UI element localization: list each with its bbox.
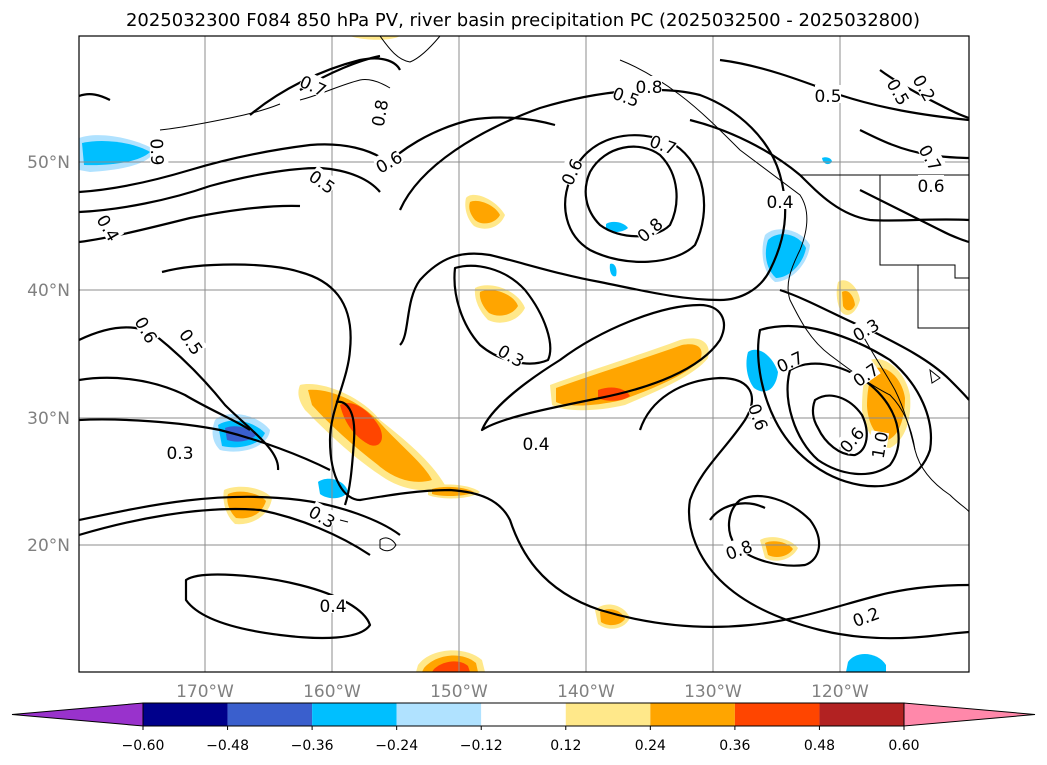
longitude-label: 130°W xyxy=(684,682,742,702)
colorbar-extend-high xyxy=(903,702,1036,727)
colorbar-tick-label: 0.36 xyxy=(719,738,750,754)
longitude-label: 120°W xyxy=(811,682,869,702)
colorbar-segment xyxy=(565,703,651,726)
contour-label-bg xyxy=(767,191,793,209)
contour-label: 1.0 xyxy=(869,430,893,460)
contour-label-bg xyxy=(746,401,773,432)
contour-label: 0.8 xyxy=(369,98,393,128)
longitude-label: 160°W xyxy=(303,682,361,702)
colorbar-segment xyxy=(396,703,482,726)
colorbar-tick-label: 0.24 xyxy=(635,738,666,754)
colorbar-segment xyxy=(650,703,735,726)
contour-label-bg xyxy=(885,75,915,107)
graticule xyxy=(79,36,969,672)
contour-label: 0.5 xyxy=(814,87,841,107)
longitude-label: 140°W xyxy=(557,682,615,702)
contour-label: 0.4 xyxy=(522,435,549,455)
contour-label-bg xyxy=(911,71,941,103)
colorbar-tick-label: −0.48 xyxy=(206,738,249,754)
shading-positive xyxy=(600,609,625,626)
latitude-label: 50°N xyxy=(27,153,70,173)
colorbar: −0.60 −0.48 −0.36 −0.24 −0.12 0.12 0.24 0.36 0.4… xyxy=(11,702,1036,754)
shading-positive xyxy=(842,290,855,311)
contour-label-bg xyxy=(307,500,339,530)
contour-label-bg xyxy=(133,313,163,345)
contour-label: 0.9 xyxy=(146,138,167,166)
contour-label-bg xyxy=(917,141,947,173)
contour-label: 0.3 xyxy=(166,444,193,464)
colorbar-segment xyxy=(819,703,904,726)
contour-label-bg xyxy=(835,422,866,455)
shading-negative xyxy=(746,349,778,392)
contour-label-bg xyxy=(918,175,944,193)
colorbar-segment xyxy=(312,703,397,726)
contour-label-bg xyxy=(632,213,665,244)
contour-label-bg xyxy=(372,145,404,175)
latitude-label: 30°N xyxy=(27,409,70,429)
contour-label-bg xyxy=(611,82,642,109)
colorbar-tick-label: −0.24 xyxy=(375,738,418,754)
contour-label-bg xyxy=(307,165,339,196)
shading-positive xyxy=(432,661,470,672)
colorbar-tick-label: −0.60 xyxy=(122,738,165,754)
contour-label-bg xyxy=(298,70,330,98)
contour-label-bg xyxy=(773,346,805,374)
shading-negative xyxy=(609,263,617,277)
longitude-axis: 170°W 160°W 150°W 140°W 130°W 120°W xyxy=(176,682,869,702)
coastlines xyxy=(159,36,969,552)
contour-label-bg xyxy=(496,339,528,369)
colorbar-segment xyxy=(481,703,566,726)
pv-contours xyxy=(79,54,969,640)
contour-label-bg xyxy=(95,211,125,243)
contour-label-bg xyxy=(556,155,584,187)
contour-label-bg xyxy=(523,433,549,451)
shading-positive xyxy=(479,289,518,316)
contour-label: 0.6 xyxy=(917,177,944,197)
shading-positive xyxy=(556,344,702,406)
contour-label-bg xyxy=(149,138,169,166)
contour-label-bg xyxy=(815,85,841,103)
contour-label-bg xyxy=(850,602,881,629)
contour-label-bg xyxy=(320,595,346,613)
contour-label-bg xyxy=(849,358,881,389)
latitude-label: 20°N xyxy=(27,536,70,556)
map-area xyxy=(79,36,969,672)
contour-label: 0.4 xyxy=(766,193,793,213)
latitude-axis: 50°N 40°N 30°N 20°N xyxy=(27,153,70,556)
colorbar-tick-label: −0.12 xyxy=(460,738,503,754)
contour-label-bg xyxy=(636,76,662,94)
contour-label-bg xyxy=(849,313,881,343)
contour-label-bg xyxy=(366,98,390,128)
shading-positive xyxy=(469,200,500,224)
figure-title: 2025032300 F084 850 hPa PV, river basin … xyxy=(126,10,920,31)
shading-positive xyxy=(227,491,266,519)
longitude-label: 150°W xyxy=(430,682,488,702)
colorbar-extend-low xyxy=(11,702,144,727)
colorbar-tick-label: 0.48 xyxy=(804,738,835,754)
contour-label-bg xyxy=(648,130,679,157)
contour-label-bg xyxy=(866,430,890,460)
map-frame xyxy=(78,35,970,673)
contour-label: 0.4 xyxy=(319,597,346,617)
shading-negative xyxy=(82,141,150,166)
colorbar-segment xyxy=(143,703,228,726)
shading-positive xyxy=(350,36,400,40)
contour-label: 0.8 xyxy=(635,78,662,98)
colorbar-tick-label: 0.60 xyxy=(888,738,919,754)
colorbar-tick-label: 0.12 xyxy=(550,738,581,754)
longitude-label: 170°W xyxy=(176,682,234,702)
colorbar-segment xyxy=(734,703,820,726)
latitude-label: 40°N xyxy=(27,281,70,301)
contour-label-bg xyxy=(177,325,208,357)
shading-negative xyxy=(606,221,628,233)
shading-negative xyxy=(318,478,348,499)
contour-label-bg xyxy=(167,442,193,460)
shading-negative xyxy=(765,234,806,278)
contour-label-bg xyxy=(723,535,754,562)
colorbar-segment xyxy=(227,703,313,726)
colorbar-frame xyxy=(142,702,905,727)
shading-negative xyxy=(846,654,886,672)
colorbar-tick-label: −0.36 xyxy=(291,738,334,754)
